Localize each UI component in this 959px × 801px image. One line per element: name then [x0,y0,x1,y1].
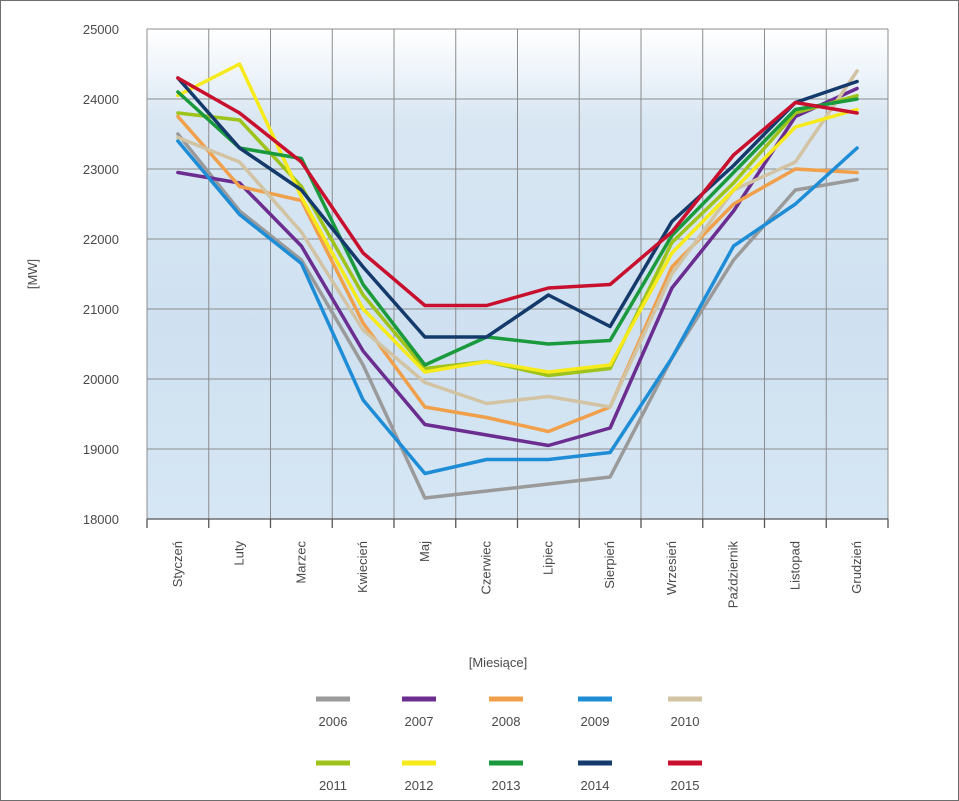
x-tick-label: Sierpień [602,541,617,589]
y-tick-label: 19000 [83,442,119,457]
legend-label-2015: 2015 [671,778,700,793]
series-line-2006 [176,132,859,500]
x-tick-label: Maj [417,541,432,562]
x-axis: Styczeń Luty Marzec Kwiecień Maj Czerwiec Lipi… [146,518,889,609]
legend-label-2008: 2008 [492,714,521,729]
y-tick-label: 23000 [83,162,119,177]
y-tick-label: 25000 [83,22,119,37]
y-tick-label: 18000 [83,512,119,527]
series-line-2014 [176,76,859,339]
y-tick-label: 24000 [83,92,119,107]
x-tick-label: Styczeń [170,541,185,587]
x-tick-label: Czerwiec [479,541,494,595]
legend-label-2011: 2011 [319,778,347,793]
series-line-2008 [176,114,859,434]
series-line-2009 [176,139,859,476]
x-tick-label: Luty [232,541,247,566]
x-tick-label: Lipiec [540,541,555,575]
legend-label-2006: 2006 [319,714,348,729]
x-tick-label: Październik [726,541,741,609]
legend-label-2009: 2009 [581,714,610,729]
legend: 2006 2007 2008 2009 2010 2011 2012 2013 2014 2015 [316,696,702,793]
x-axis-label: [Miesiące] [469,655,528,670]
series-line-2007 [176,86,859,448]
x-tick-label: Grudzień [849,541,864,594]
x-tick-label: Kwiecień [355,541,370,593]
series-line-2013 [176,90,859,367]
series-lines [176,62,859,500]
y-axis: 18000 19000 20000 21000 22000 23000 24000 25000 [83,22,119,527]
legend-label-2012: 2012 [405,778,434,793]
legend-label-2013: 2013 [492,778,521,793]
y-axis-label: [MW] [25,259,40,289]
legend-label-2007: 2007 [405,714,434,729]
grid [146,28,889,520]
series-line-2010 [176,69,859,409]
y-tick-label: 22000 [83,232,119,247]
x-tick-label: Wrzesień [664,541,679,595]
series-line-2012 [176,62,859,374]
y-tick-label: 21000 [83,302,119,317]
x-tick-label: Marzec [293,541,308,584]
x-tick-label: Listopad [787,541,802,590]
series-line-2015 [176,76,859,308]
legend-label-2014: 2014 [581,778,610,793]
legend-label-2010: 2010 [671,714,700,729]
y-tick-label: 20000 [83,372,119,387]
